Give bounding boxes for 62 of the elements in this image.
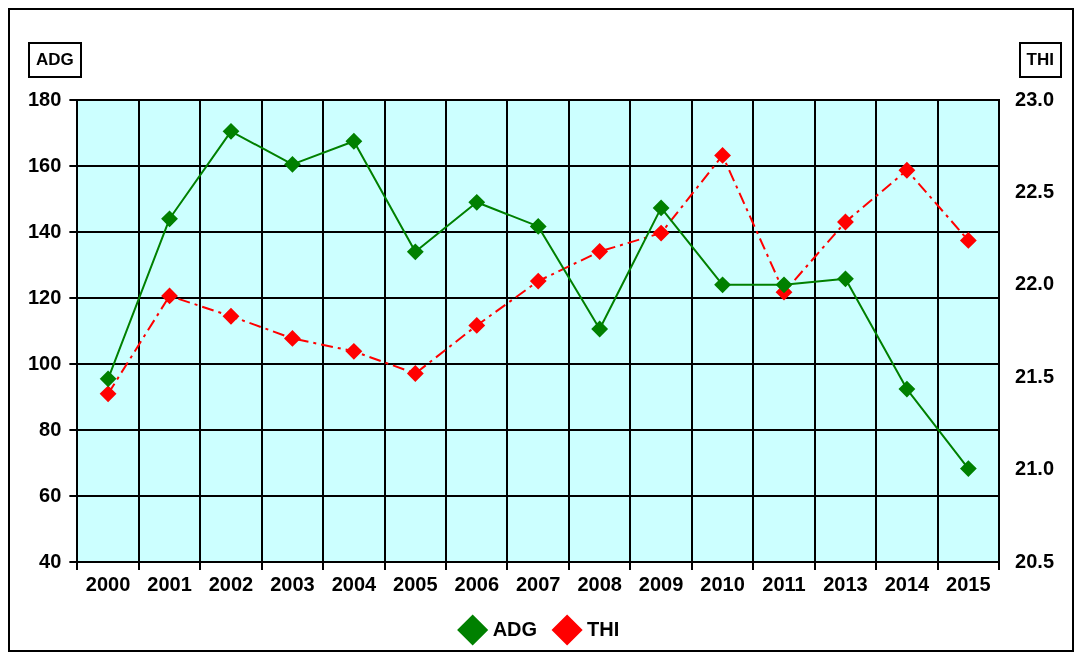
- point: [530, 273, 547, 290]
- point: [161, 210, 178, 227]
- point: [898, 381, 915, 398]
- y2-tick-label: 23.0: [1015, 87, 1055, 110]
- point: [222, 123, 239, 140]
- y-tick-label: 180: [27, 87, 62, 110]
- point: [653, 199, 670, 216]
- x-tick-label: 2009: [638, 572, 684, 595]
- y-tick-label: 100: [27, 351, 62, 374]
- point: [345, 133, 362, 150]
- x-tick-label: 2015: [946, 572, 991, 595]
- legend-label: ADG: [492, 617, 538, 640]
- y2-tick-label: 20.5: [1015, 549, 1055, 572]
- y-tick-label: 40: [39, 549, 62, 572]
- point: [468, 317, 485, 334]
- point: [591, 243, 608, 260]
- x-tick-label: 2014: [884, 572, 931, 595]
- x-tick-label: 2002: [208, 572, 254, 595]
- point: [960, 460, 977, 477]
- x-tick-label: 2008: [577, 572, 622, 595]
- point: [407, 365, 424, 382]
- x-tick-label: 2010: [700, 572, 745, 595]
- x-tick-label: 2007: [515, 572, 561, 595]
- point: [284, 156, 301, 173]
- point: [407, 243, 424, 260]
- point: [837, 270, 854, 287]
- y-axis-title: ADG: [28, 42, 82, 78]
- y2-tick-label: 22.5: [1015, 179, 1055, 202]
- point: [714, 276, 731, 293]
- y-tick-label: 140: [27, 219, 62, 242]
- y2-tick-label: 21.5: [1015, 364, 1055, 387]
- y-tick-label: 60: [39, 483, 62, 506]
- y2-tick-label: 22.0: [1015, 272, 1055, 295]
- point: [898, 162, 915, 179]
- y2-axis-title: THI: [1018, 42, 1062, 78]
- y-tick-label: 160: [27, 153, 62, 176]
- x-tick-label: 2005: [393, 572, 438, 595]
- x-tick-label: 2001: [147, 572, 192, 595]
- point: [284, 330, 301, 347]
- x-tick-label: 2000: [85, 572, 131, 595]
- legend-label: THI: [587, 617, 620, 640]
- point: [591, 321, 608, 338]
- y2-tick-label: 21.0: [1015, 457, 1055, 480]
- point: [776, 276, 793, 293]
- point: [100, 370, 117, 387]
- x-tick-label: 2006: [454, 572, 500, 595]
- point: [222, 308, 239, 325]
- point: [468, 194, 485, 211]
- x-tick-label: 2003: [270, 572, 315, 595]
- point: [530, 218, 547, 235]
- y-tick-label: 80: [39, 417, 62, 440]
- point: [960, 232, 977, 249]
- point: [837, 213, 854, 230]
- x-tick-label: 2004: [331, 572, 377, 595]
- x-tick-label: 2011: [762, 572, 806, 595]
- point: [714, 147, 731, 164]
- point: [345, 343, 362, 360]
- point: [161, 287, 178, 304]
- point: [100, 385, 117, 402]
- y-tick-label: 120: [27, 285, 62, 308]
- point: [653, 225, 670, 242]
- x-tick-label: 2013: [823, 572, 868, 595]
